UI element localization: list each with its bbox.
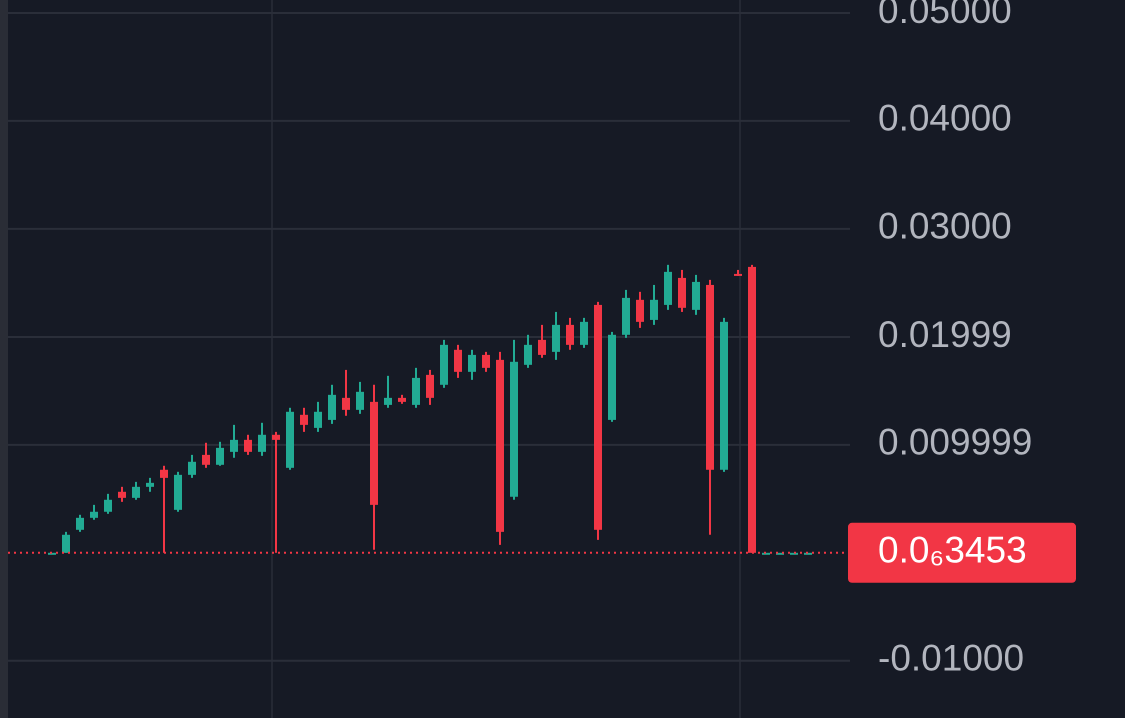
- candle-body: [104, 499, 112, 512]
- y-tick-label: 0.01999: [878, 314, 1012, 355]
- candle-body: [118, 491, 126, 498]
- candle-body: [678, 277, 686, 308]
- candle-body: [496, 359, 504, 532]
- candle-body: [342, 397, 350, 410]
- y-tick-label: 0.05000: [878, 0, 1012, 31]
- candle-body: [216, 447, 224, 465]
- candle-body: [160, 469, 168, 478]
- candle-body: [482, 354, 490, 368]
- candle-body: [370, 401, 378, 505]
- candle-body: [76, 517, 84, 530]
- candle-body: [202, 454, 210, 465]
- candle-body: [314, 411, 322, 428]
- candle-body: [776, 552, 784, 555]
- candle-body: [188, 461, 196, 475]
- y-tick-label: 0.03000: [878, 206, 1012, 247]
- candle-body: [426, 374, 434, 398]
- last-price-badge: [848, 522, 1076, 583]
- y-tick-label: 0.04000: [878, 98, 1012, 139]
- candle-body: [230, 439, 238, 452]
- candle-body: [356, 391, 364, 410]
- candle-body: [748, 266, 756, 553]
- candle-body: [720, 321, 728, 470]
- candle-body: [272, 434, 280, 440]
- candles: [48, 264, 812, 555]
- candle-body: [664, 271, 672, 305]
- candle-body: [706, 284, 714, 470]
- candle-body: [258, 434, 266, 452]
- candle-body: [412, 377, 420, 405]
- candle-body: [174, 474, 182, 510]
- candle-body: [132, 486, 140, 498]
- candle-body: [538, 339, 546, 355]
- price-axis: 0.05000 0.04000 0.03000 0.01999 0.009999 -0.0…: [8, 0, 1076, 679]
- candle-body: [90, 511, 98, 518]
- candle-body: [636, 299, 644, 322]
- last-price-label: 0.0₆3453: [878, 530, 1027, 571]
- candle-body: [594, 304, 602, 530]
- candle-body: [286, 411, 294, 468]
- left-edge: [0, 0, 8, 718]
- candle-body: [650, 299, 658, 320]
- candle-body: [454, 349, 462, 372]
- y-tick-label: 0.009999: [878, 422, 1032, 463]
- candle-body: [510, 361, 518, 497]
- candle-body: [552, 324, 560, 352]
- candle-body: [524, 344, 532, 365]
- candle-body: [790, 552, 798, 555]
- candle-body: [468, 354, 476, 372]
- candle-body: [244, 439, 252, 452]
- candle-body: [146, 482, 154, 487]
- candle-body: [398, 397, 406, 402]
- candle-body: [300, 414, 308, 425]
- candle-body: [48, 552, 56, 555]
- candle-body: [762, 552, 770, 555]
- y-tick-label: -0.01000: [878, 638, 1024, 679]
- candle-body: [62, 534, 70, 553]
- candle-body: [566, 324, 574, 345]
- candle-body: [384, 397, 392, 405]
- candle-body: [804, 552, 812, 555]
- candle-body: [580, 321, 588, 345]
- candle-body: [692, 281, 700, 310]
- candle-body: [608, 334, 616, 420]
- candle-body: [328, 394, 336, 420]
- candle-body: [734, 273, 742, 276]
- candle-body: [622, 297, 630, 335]
- candle-body: [440, 344, 448, 385]
